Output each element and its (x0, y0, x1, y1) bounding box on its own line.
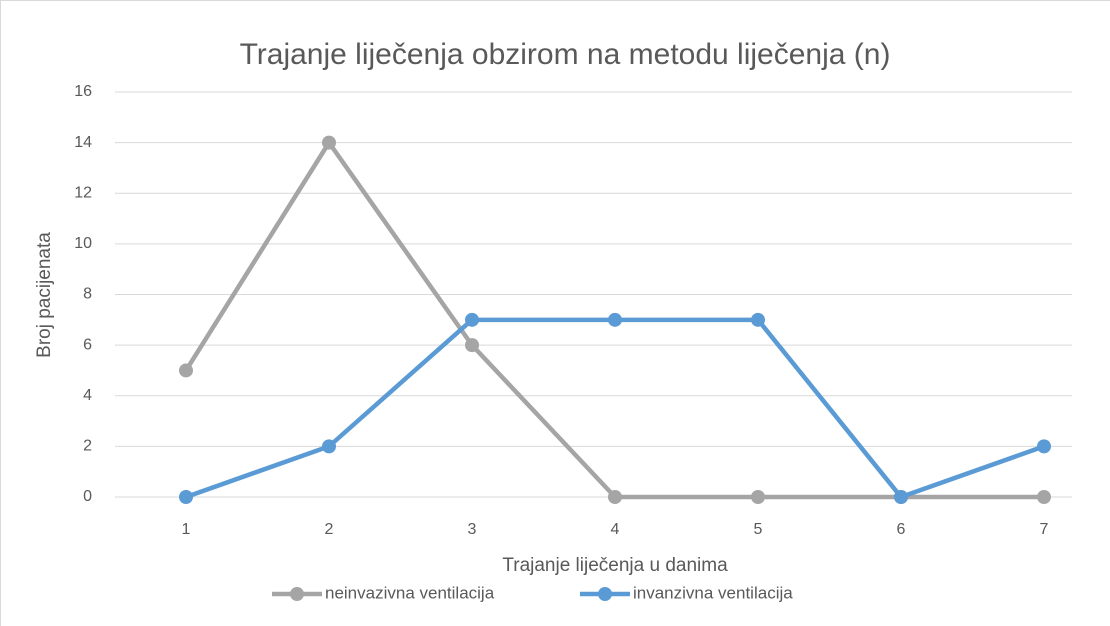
legend-marker (598, 587, 612, 601)
y-tick-label: 10 (74, 235, 92, 252)
y-tick-label: 16 (74, 83, 92, 100)
legend-marker (290, 587, 304, 601)
y-tick-label: 2 (83, 438, 92, 455)
data-point (1037, 490, 1051, 504)
x-axis-label: Trajanje liječenja u danima (502, 555, 728, 576)
legend-label: invanzivna ventilacija (633, 583, 793, 602)
data-point (179, 363, 193, 378)
y-axis-label: Broj pacijenata (34, 232, 55, 358)
data-point (465, 312, 479, 327)
x-tick-label: 1 (182, 521, 191, 538)
data-point (751, 312, 765, 327)
data-point (608, 312, 622, 327)
x-tick-label: 5 (754, 521, 763, 538)
y-tick-label: 8 (83, 286, 92, 303)
x-tick-label: 6 (897, 521, 906, 538)
legend-label: neinvazivna ventilacija (325, 583, 495, 602)
data-point (1037, 439, 1051, 454)
y-tick-label: 6 (83, 336, 92, 353)
chart-title: Trajanje liječenja obzirom na metodu lij… (240, 38, 891, 71)
y-tick-label: 4 (83, 387, 92, 404)
data-point (179, 490, 193, 504)
x-tick-label: 4 (611, 521, 620, 538)
data-point (894, 490, 908, 504)
x-tick-label: 7 (1040, 521, 1049, 538)
data-point (751, 490, 765, 504)
x-tick-label: 2 (325, 521, 334, 538)
y-tick-label: 0 (83, 488, 92, 505)
data-point (608, 490, 622, 504)
data-point (322, 439, 336, 454)
y-tick-label: 12 (74, 184, 92, 201)
x-tick-label: 3 (468, 521, 477, 538)
data-point (322, 135, 336, 150)
y-tick-label: 14 (74, 134, 92, 151)
data-point (465, 338, 479, 353)
